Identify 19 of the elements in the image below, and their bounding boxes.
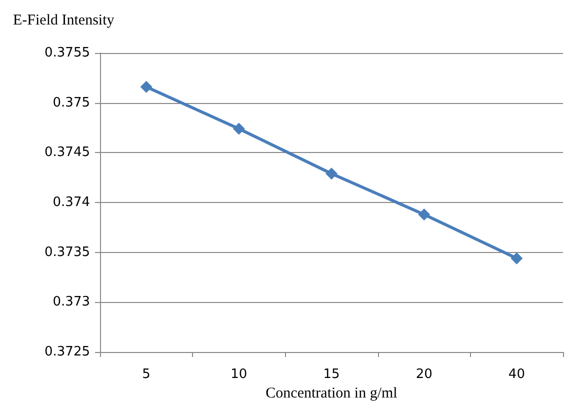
y-tick-label: 0.3745 — [44, 145, 90, 160]
y-tick-label: 0.3735 — [44, 244, 90, 260]
point — [232, 122, 245, 135]
y-tick-label: 0.375 — [52, 95, 90, 110]
x-tick-label: 5 — [142, 367, 150, 382]
point — [418, 208, 430, 220]
x-tick-label: 20 — [416, 367, 432, 382]
point — [510, 252, 523, 264]
y-tick-label: 0.3755 — [44, 46, 90, 60]
x-tick-label: 10 — [230, 367, 248, 382]
point — [140, 80, 152, 93]
y-tick-label: 0.3725 — [44, 344, 90, 360]
x-axis-title: Concentration in g/ml — [266, 385, 398, 402]
x-tick-label: 15 — [323, 367, 340, 382]
x-tick-label: 40 — [508, 367, 525, 382]
chart-title: E-Field Intensity — [13, 12, 115, 28]
point — [326, 168, 338, 180]
y-tick-label: 0.374 — [52, 195, 90, 210]
y-tick-label: 0.373 — [52, 294, 90, 310]
